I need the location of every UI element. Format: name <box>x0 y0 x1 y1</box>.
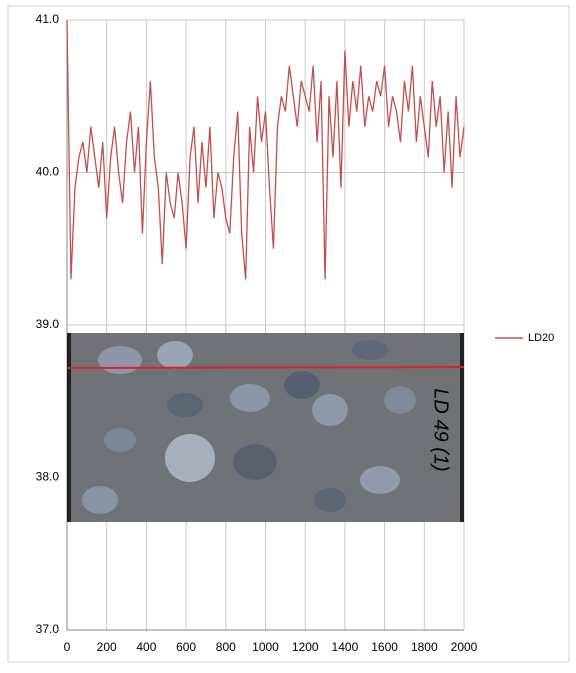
x-tick-label: 600 <box>176 640 196 654</box>
aggregate <box>384 386 416 414</box>
aggregate <box>82 486 118 514</box>
x-tick-label: 2000 <box>451 640 478 654</box>
aggregate <box>284 371 320 399</box>
aggregate <box>165 434 215 482</box>
series-line <box>66 19 465 280</box>
x-tick-label: 1400 <box>332 640 359 654</box>
aggregate <box>352 340 388 360</box>
x-tick-label: 1800 <box>411 640 438 654</box>
x-tick-label: 800 <box>216 640 236 654</box>
core-photo: LD 49 (1) <box>66 333 465 522</box>
x-tick-label: 1200 <box>292 640 319 654</box>
photo-edge <box>460 333 464 522</box>
x-tick-label: 0 <box>64 640 71 654</box>
aggregate <box>167 393 203 417</box>
aggregate <box>360 466 400 494</box>
aggregate <box>230 384 270 412</box>
photo-edge <box>67 333 71 522</box>
plot <box>66 19 465 280</box>
legend-label: LD20 <box>528 332 554 344</box>
y-tick-label: 37.0 <box>36 622 60 636</box>
x-tick-label: 200 <box>97 640 117 654</box>
aggregate <box>233 444 277 480</box>
aggregate <box>104 428 136 452</box>
x-tick-label: 1600 <box>371 640 398 654</box>
grid <box>66 19 465 631</box>
aggregate <box>312 394 348 426</box>
y-tick-label: 39.0 <box>36 317 60 331</box>
x-tick-label: 400 <box>136 640 156 654</box>
aggregate <box>98 346 142 374</box>
y-tick-label: 40.0 <box>36 165 60 179</box>
x-tick-label: 1000 <box>252 640 279 654</box>
aggregate <box>314 488 346 512</box>
y-tick-label: 41.0 <box>36 12 60 26</box>
photo-label: LD 49 (1) <box>430 388 452 471</box>
aggregate <box>157 341 193 369</box>
photo-red-line <box>66 366 465 369</box>
y-tick-label: 38.0 <box>36 470 60 484</box>
